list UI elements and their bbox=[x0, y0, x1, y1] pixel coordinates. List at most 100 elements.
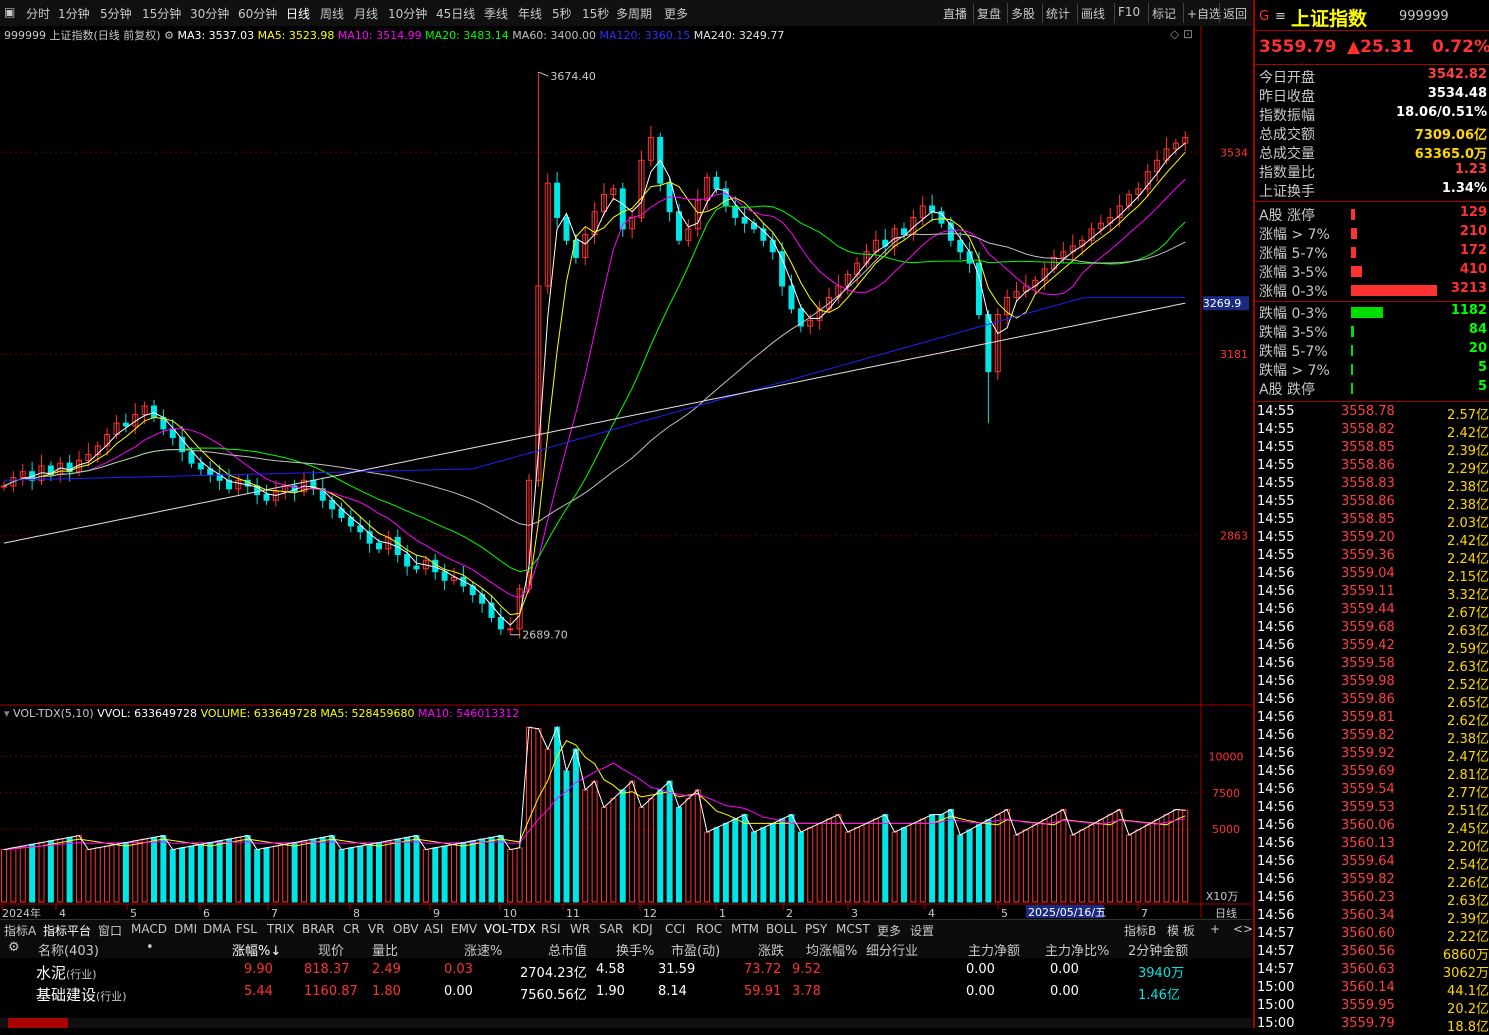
tab-15[interactable]: RSI bbox=[541, 922, 561, 936]
tab-5[interactable]: DMA bbox=[203, 922, 231, 936]
table-header-11[interactable]: 细分行业 bbox=[866, 944, 919, 959]
tab-6[interactable]: FSL bbox=[236, 922, 257, 936]
menu-icon[interactable]: ≡ bbox=[1275, 9, 1286, 24]
tab-right-2[interactable]: + bbox=[1210, 922, 1221, 936]
toolbar-right-item-7[interactable]: +自选 bbox=[1187, 7, 1222, 21]
tab-24[interactable]: MCST bbox=[836, 922, 870, 936]
toolbar-item-5[interactable]: 60分钟 bbox=[238, 7, 278, 21]
table-header-3[interactable]: 现价 bbox=[318, 944, 345, 959]
tab-7[interactable]: TRIX bbox=[267, 922, 295, 936]
table-header-1[interactable]: • bbox=[146, 940, 154, 955]
toolbar-item-7[interactable]: 周线 bbox=[320, 7, 345, 21]
candle-body bbox=[910, 216, 917, 236]
tick-price: 3560.56 bbox=[1341, 944, 1395, 959]
tab-17[interactable]: SAR bbox=[599, 922, 624, 936]
layout-icon[interactable]: ▣ bbox=[4, 5, 16, 19]
quote-stat-value: 18.06/0.51% bbox=[1396, 105, 1487, 120]
tab-18[interactable]: KDJ bbox=[632, 922, 653, 936]
table-header-9[interactable]: 涨跌 bbox=[758, 944, 785, 959]
tab-25[interactable]: 更多 bbox=[877, 924, 902, 938]
tab-right-4[interactable]: > bbox=[1243, 922, 1254, 936]
toolbar-right-item-6[interactable]: 标记 bbox=[1152, 7, 1177, 21]
tick-price: 3558.85 bbox=[1341, 512, 1395, 527]
toolbar-item-1[interactable]: 1分钟 bbox=[58, 7, 90, 21]
table-header-4[interactable]: 量比 bbox=[372, 944, 399, 959]
ticks-divider bbox=[1255, 401, 1489, 402]
toolbar-right-item-3[interactable]: 统计 bbox=[1046, 7, 1071, 21]
price-chart[interactable]: 3534 3181 2863 3269.9 3674.40 2689.70 bbox=[0, 26, 1252, 706]
cell-turn: 1.90 bbox=[596, 984, 625, 999]
table-header-7[interactable]: 换手% bbox=[616, 944, 655, 959]
toolbar-item-0[interactable]: 分时 bbox=[26, 7, 51, 21]
toolbar-item-2[interactable]: 5分钟 bbox=[100, 7, 132, 21]
tick-row: 14:56 3559.11 3.32亿 bbox=[1257, 584, 1489, 603]
tick-row: 14:56 3559.69 2.81亿 bbox=[1257, 764, 1489, 783]
tab-16[interactable]: WR bbox=[570, 922, 591, 936]
vol-ma10-line bbox=[3, 762, 1186, 851]
tab-0[interactable]: 指标A bbox=[4, 924, 37, 938]
tab-2[interactable]: 窗口 bbox=[98, 924, 123, 938]
collapse-icon[interactable]: ▾ bbox=[4, 707, 10, 720]
tab-right-3[interactable]: < bbox=[1233, 922, 1244, 936]
toolbar-item-16[interactable]: 更多 bbox=[664, 7, 689, 21]
toolbar-item-3[interactable]: 15分钟 bbox=[142, 7, 182, 21]
tab-right-0[interactable]: 指标B bbox=[1124, 924, 1157, 938]
table-header-2[interactable]: 涨幅%↓ bbox=[232, 944, 282, 959]
tab-23[interactable]: PSY bbox=[805, 922, 828, 936]
tab-19[interactable]: CCI bbox=[665, 922, 686, 936]
tick-amount: 2.65亿 bbox=[1447, 696, 1489, 711]
toolbar-right-item-1[interactable]: 复盘 bbox=[977, 7, 1002, 21]
tab-4[interactable]: DMI bbox=[174, 922, 198, 936]
bottom-tab-strip[interactable] bbox=[0, 1018, 1252, 1028]
settings-icon[interactable]: ⚙ bbox=[164, 29, 174, 42]
tab-22[interactable]: BOLL bbox=[766, 922, 797, 936]
toolbar-item-6[interactable]: 日线 bbox=[286, 7, 311, 21]
toolbar-right-item-2[interactable]: 多股 bbox=[1011, 7, 1036, 21]
tab-9[interactable]: CR bbox=[343, 922, 360, 936]
table-header-6[interactable]: 总市值 bbox=[548, 944, 588, 959]
toolbar-right-item-8[interactable]: 返回 bbox=[1223, 7, 1248, 21]
tab-20[interactable]: ROC bbox=[696, 922, 723, 936]
toolbar-item-4[interactable]: 30分钟 bbox=[190, 7, 230, 21]
table-header-5[interactable]: 涨速% bbox=[464, 944, 503, 959]
tab-8[interactable]: BRAR bbox=[302, 922, 335, 936]
toolbar-item-8[interactable]: 月线 bbox=[354, 7, 379, 21]
chart-corner-icons[interactable]: ◇ ⊡ bbox=[1170, 27, 1194, 41]
table-row[interactable]: 水泥(行业) 9.90 818.37 2.49 0.03 2704.23亿 4.58 31.5… bbox=[0, 960, 1252, 982]
cell-name: 水泥(行业) bbox=[36, 964, 97, 982]
table-header-0[interactable]: 名称(403) bbox=[38, 944, 99, 959]
date-label: 3 bbox=[851, 907, 858, 918]
toolbar-item-9[interactable]: 10分钟 bbox=[388, 7, 428, 21]
tab-26[interactable]: 设置 bbox=[910, 924, 935, 938]
table-row[interactable]: 基础建设(行业) 5.44 1160.87 1.80 0.00 7560.56亿 1.90 8… bbox=[0, 982, 1252, 1004]
tab-1[interactable]: 指标平台 bbox=[43, 924, 92, 938]
tick-row: 14:56 3559.54 2.77亿 bbox=[1257, 782, 1489, 801]
toolbar-item-13[interactable]: 5秒 bbox=[552, 7, 572, 21]
table-header-10[interactable]: 均涨幅% bbox=[806, 944, 858, 959]
tab-11[interactable]: OBV bbox=[393, 922, 419, 936]
toolbar-item-12[interactable]: 年线 bbox=[518, 7, 543, 21]
table-header-12[interactable]: 主力净额 bbox=[968, 944, 1021, 959]
table-header-8[interactable]: 市盈(动) bbox=[671, 944, 721, 959]
toolbar-item-11[interactable]: 季线 bbox=[484, 7, 509, 21]
toolbar-item-14[interactable]: 15秒 bbox=[582, 7, 610, 21]
table-header-13[interactable]: 主力净比% bbox=[1045, 944, 1110, 959]
tab-3[interactable]: MACD bbox=[131, 922, 167, 936]
table-header-14[interactable]: 2分钟金额 bbox=[1128, 944, 1189, 959]
toolbar-item-10[interactable]: 45日线 bbox=[436, 7, 476, 21]
date-label: 8 bbox=[353, 907, 360, 918]
tab-10[interactable]: VR bbox=[368, 922, 385, 936]
tab-right-1[interactable]: 模 板 bbox=[1167, 924, 1195, 938]
toolbar-right-item-4[interactable]: 画线 bbox=[1081, 7, 1106, 21]
toolbar-right-item-5[interactable]: F10 bbox=[1118, 5, 1141, 19]
tab-13[interactable]: EMV bbox=[451, 922, 478, 936]
tab-21[interactable]: MTM bbox=[731, 922, 760, 936]
active-bottom-tab[interactable] bbox=[8, 1018, 68, 1028]
volume-bar bbox=[957, 834, 964, 903]
toolbar-item-15[interactable]: 多周期 bbox=[616, 7, 653, 21]
toolbar-right-item-0[interactable]: 直播 bbox=[943, 7, 968, 21]
tab-14[interactable]: VOL-TDX bbox=[484, 922, 536, 936]
tab-12[interactable]: ASI bbox=[424, 922, 444, 936]
table-settings-icon[interactable]: ⚙ bbox=[8, 940, 20, 955]
